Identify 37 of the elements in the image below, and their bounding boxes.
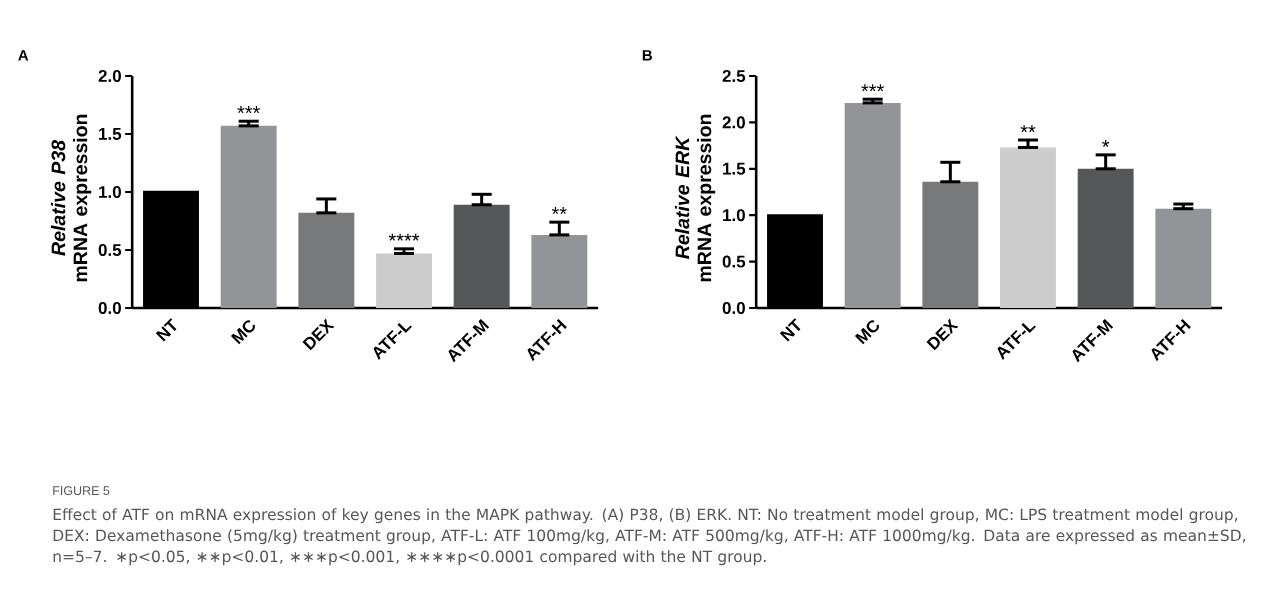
bar	[1155, 208, 1212, 308]
annotation: ***	[861, 84, 885, 92]
y-tick-label: 0.5	[98, 243, 122, 257]
chart-title: A	[18, 50, 29, 61]
y-axis-title: Relative ERK mRNA expression	[674, 114, 716, 282]
y-tick-label: 1.5	[99, 128, 122, 140]
text: Effect of ATF on mRNA expression of key genes in the MAPK pathway. (A) P38, (B) ERK. NT: No treatment model group, MC: LPS treatment model group, DEX: Dexamethasone (5mg/kg) treatment group, ATF-L: ATF 100mg/kg, ATF-M: ATF 500mg/kg, ATF-H: ATF 1000mg/kg. Data are expressed as mean±SD, n=5–7. ∗p<0.05, ∗∗p<0.01, ∗∗∗p<0.001, ∗∗∗∗p<0.0001 compared with the NT group.	[53, 508, 1246, 566]
annotation: **	[1020, 125, 1036, 133]
bar	[1077, 168, 1134, 308]
bar	[844, 102, 901, 308]
x-tick-label: NT	[155, 318, 177, 342]
y-tick-label: 1.0	[99, 185, 121, 199]
y-tick-label: 0.0	[722, 301, 745, 315]
chart-title: B	[642, 50, 652, 61]
y-tick-label: 1.0	[723, 209, 745, 222]
y-axis-title: Relative P38 mRNA expression	[50, 114, 92, 282]
caption: FIGURE 5	[53, 486, 110, 496]
y-tick-label: 2.0	[722, 116, 745, 129]
y-tick-label: 0.0	[98, 301, 121, 315]
y-tick-label: 1.5	[723, 162, 746, 175]
bar	[531, 234, 588, 308]
y-tick-label: 2.0	[98, 69, 121, 83]
annotation: **	[551, 207, 567, 215]
bar	[220, 125, 277, 308]
bar	[1000, 147, 1056, 308]
bar	[376, 253, 432, 308]
bar	[453, 204, 510, 308]
x-tick-label: MC	[230, 320, 255, 345]
bar	[922, 181, 979, 308]
x-tick-label: NT	[779, 318, 801, 342]
annotation: ***	[237, 106, 261, 114]
bar	[298, 212, 355, 308]
y-tick-label: 2.5	[722, 69, 746, 83]
y-tick-label: 0.5	[722, 255, 746, 268]
annotation: ****	[388, 233, 420, 241]
annotation: *	[1102, 139, 1110, 147]
x-tick-label: MC	[854, 320, 879, 345]
